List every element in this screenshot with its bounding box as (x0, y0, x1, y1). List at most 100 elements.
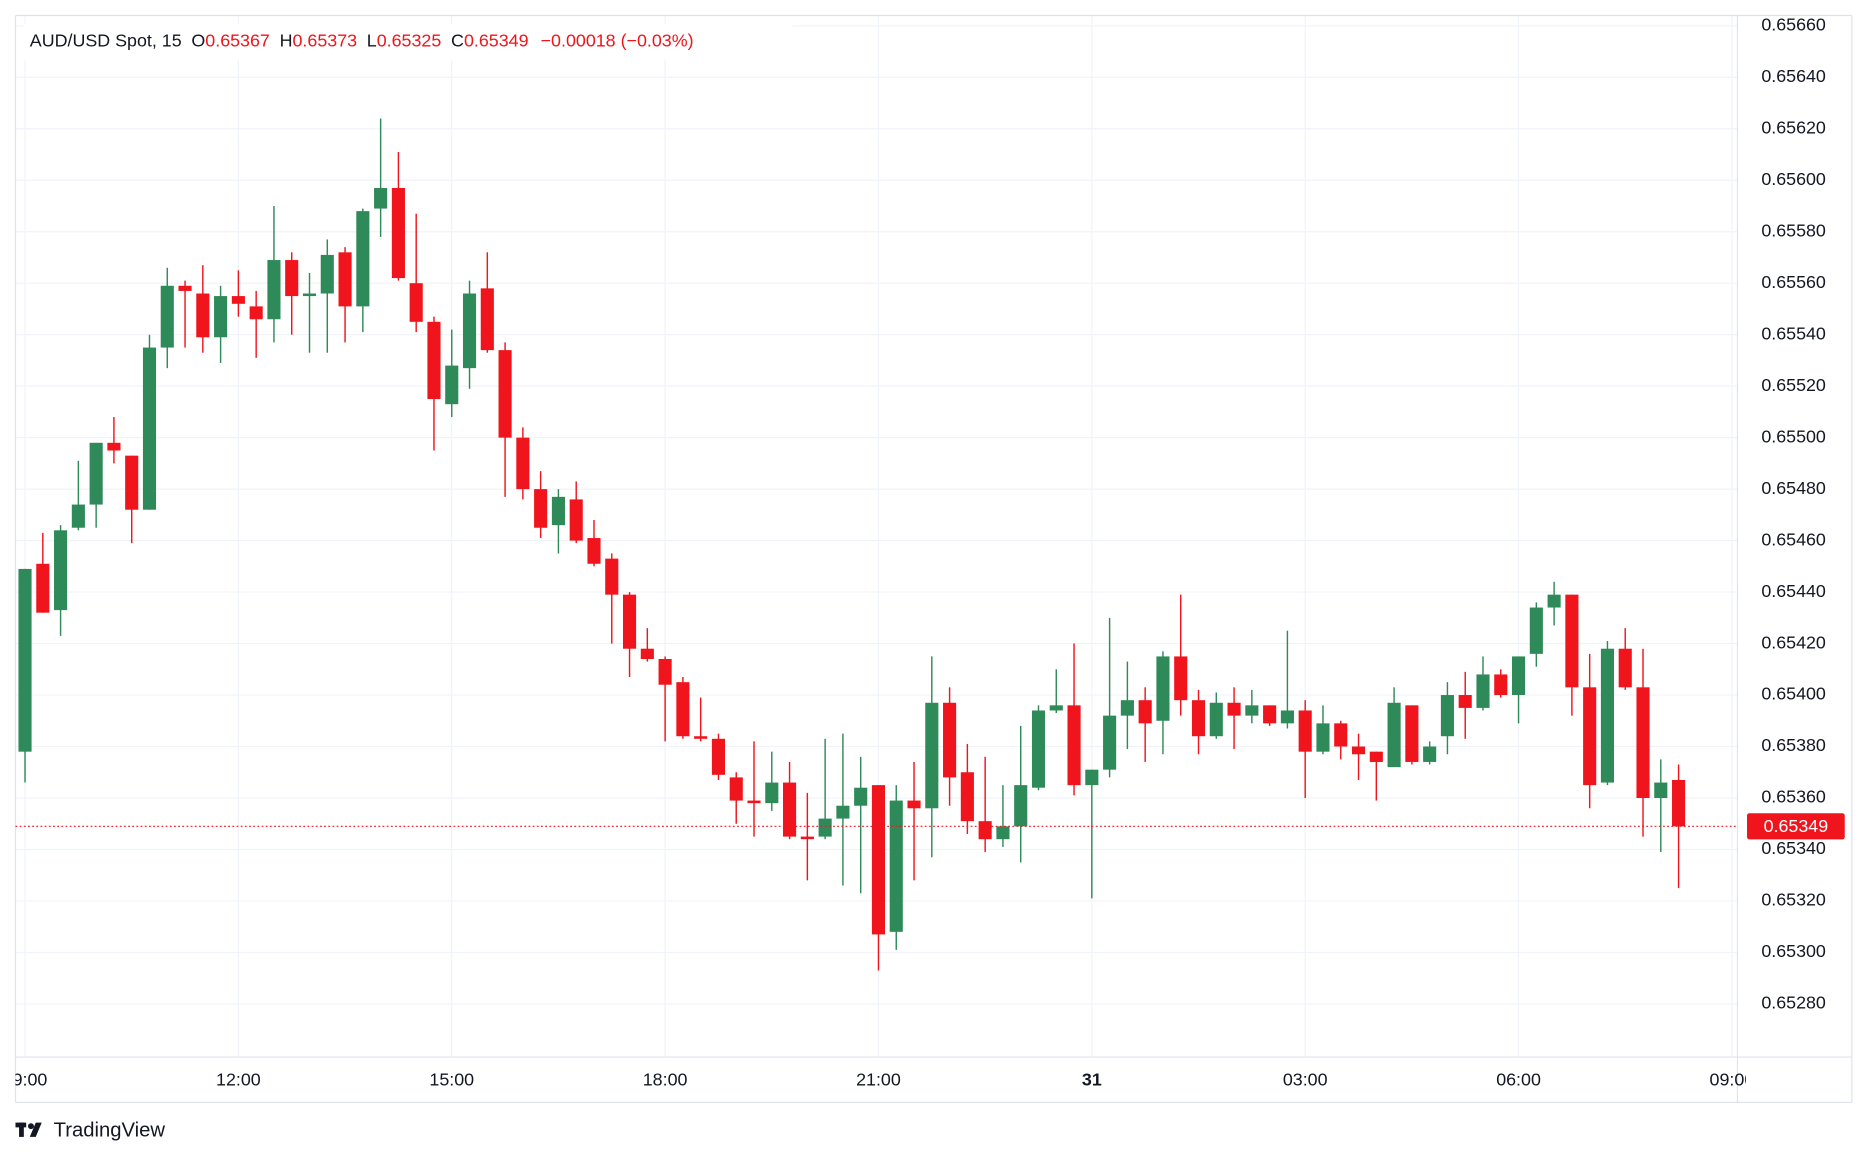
candle-body (409, 283, 423, 322)
y-tick-label: 0.65600 (1761, 169, 1826, 189)
candle-body (1369, 751, 1383, 762)
candle-body (125, 455, 139, 510)
x-tick-label: 09:00 (1710, 1070, 1755, 1090)
candle-body (302, 293, 317, 297)
candle-body (1511, 656, 1526, 696)
candle-body (534, 489, 548, 528)
candle-body (445, 365, 459, 405)
candle-body (640, 648, 654, 660)
candle-body (480, 288, 494, 351)
time-axis: 09:00 12:00 15:00 18:00 21:00 31 03:00 06:00 09:… (3, 1070, 1755, 1090)
y-tick-label: 0.65660 (1761, 15, 1826, 35)
candle-body (196, 293, 210, 338)
symbol: AUD/USD Spot, 15 (30, 30, 182, 50)
y-tick-label: 0.65340 (1761, 838, 1826, 858)
candles (15, 118, 1738, 971)
y-tick-label: 0.65320 (1761, 890, 1826, 910)
candle-body (605, 558, 619, 595)
y-tick-label: 0.65280 (1761, 993, 1826, 1013)
y-tick-label: 0.65560 (1761, 272, 1826, 292)
candle-body (694, 736, 708, 739)
candle-body (978, 821, 992, 840)
candle-body (854, 787, 868, 806)
candle-body (320, 254, 334, 294)
candle-body (889, 800, 903, 932)
candle-body (569, 499, 583, 541)
brand: TradingView (54, 1119, 166, 1141)
y-tick-label: 0.65440 (1761, 581, 1826, 601)
x-tick-label: 09:00 (3, 1070, 48, 1090)
x-tick-label: 15:00 (429, 1070, 474, 1090)
high-label: H (280, 30, 293, 50)
candle-body (943, 702, 957, 778)
price-axis: 0.65660 0.65640 0.65620 0.65600 0.65580 0.655… (1747, 15, 1845, 1013)
y-tick-label: 0.65500 (1761, 426, 1826, 446)
candle-body (711, 738, 726, 775)
low-label: L (367, 30, 377, 50)
candle-body (1031, 710, 1046, 788)
candle-body (498, 350, 512, 438)
candle-body (18, 568, 32, 752)
candle-body (89, 442, 103, 505)
candle-body (1263, 705, 1277, 724)
candle-body (1405, 705, 1419, 762)
candle-body (214, 296, 228, 338)
candle-body (1014, 785, 1028, 827)
candle-body (836, 805, 850, 819)
close-value: 0.65349 (464, 30, 529, 50)
brand-logo (15, 1122, 42, 1137)
y-tick-label: 0.65400 (1761, 684, 1826, 704)
candle-body (1494, 674, 1508, 696)
candle-body (1440, 695, 1454, 737)
candle-body (676, 682, 690, 737)
candle-body (1138, 700, 1152, 724)
candle-body (1636, 687, 1650, 798)
last-price-tag (1747, 813, 1845, 840)
candle-body (1191, 700, 1206, 737)
low-value: 0.65325 (377, 30, 442, 50)
y-tick-label: 0.65580 (1761, 220, 1826, 240)
candle-body (996, 826, 1010, 840)
candle-body (1085, 769, 1099, 786)
candle-body (1245, 705, 1259, 716)
x-tick-label: 31 (1082, 1070, 1102, 1090)
candle-body (1654, 782, 1668, 798)
candle-body (587, 538, 601, 564)
close-label: C (451, 30, 464, 50)
legend-background (23, 23, 793, 60)
candle-body (1120, 700, 1134, 716)
x-tick-label: 06:00 (1496, 1070, 1541, 1090)
x-tick-label: 18:00 (643, 1070, 688, 1090)
candle-body (1316, 723, 1330, 752)
candle-body (818, 818, 832, 837)
candle-body (765, 782, 779, 804)
candle-body (1351, 746, 1366, 755)
candle-body (374, 187, 388, 209)
y-tick-label: 0.65420 (1761, 632, 1826, 652)
candle-body (462, 293, 477, 369)
candle-body (267, 260, 281, 320)
candle-body (1458, 695, 1472, 708)
candle-body (71, 504, 85, 528)
candle-body (1174, 656, 1188, 701)
open-label: O (191, 30, 205, 50)
x-tick-label: 12:00 (216, 1070, 261, 1090)
candle-body (960, 772, 974, 822)
candle-body (107, 442, 121, 451)
y-tick-label: 0.65380 (1761, 735, 1826, 755)
legend: AUD/USD Spot, 15 O0.65367 H0.65373 L0.65… (30, 30, 694, 50)
candle-body (391, 187, 405, 279)
candle-body (1600, 648, 1615, 783)
candle-body (249, 306, 263, 320)
candle-body (729, 777, 743, 801)
y-tick-label: 0.65460 (1761, 529, 1826, 549)
candle-body (1209, 702, 1223, 737)
candle-body (1298, 710, 1312, 752)
y-tick-label: 0.65300 (1761, 941, 1826, 961)
candle-body (551, 496, 565, 526)
candle-body (907, 800, 921, 809)
candle-body (622, 594, 637, 649)
candle-body (747, 800, 761, 804)
y-tick-label: 0.65540 (1761, 323, 1826, 343)
